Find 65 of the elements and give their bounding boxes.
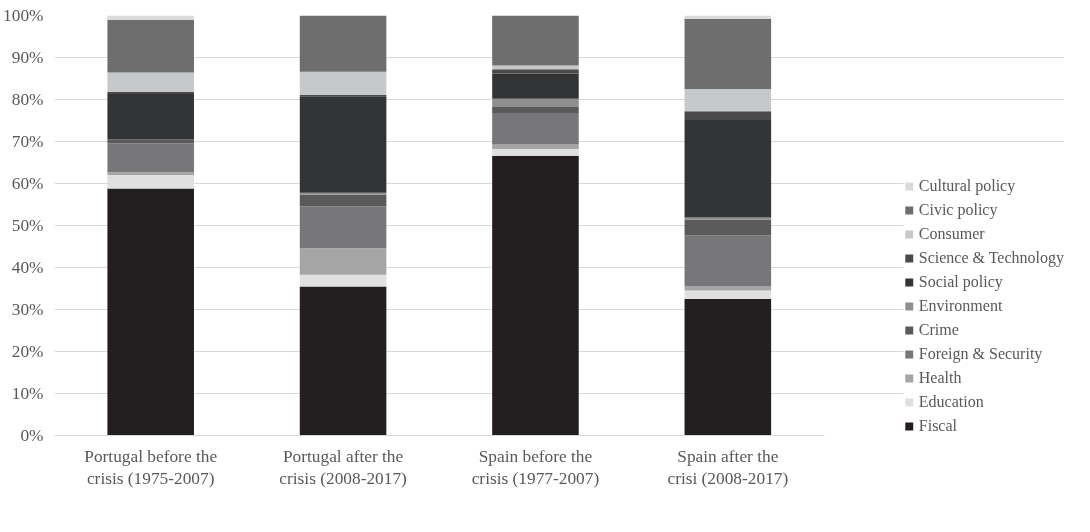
bar xyxy=(299,15,387,72)
y-tick-label: 10% xyxy=(11,384,44,403)
bar xyxy=(107,19,194,73)
y-tick-label: 40% xyxy=(11,258,44,277)
legend-label: Crime xyxy=(918,321,959,339)
y-tick-label: 20% xyxy=(11,342,44,361)
y-tick-label: 50% xyxy=(11,216,44,235)
legend-label: Science & Technology xyxy=(918,249,1064,267)
bar xyxy=(299,194,387,207)
legend-label: Social policy xyxy=(918,273,1003,291)
y-tick-label: 70% xyxy=(11,132,44,151)
legend-label: Health xyxy=(918,369,962,387)
bar xyxy=(299,206,387,249)
bar xyxy=(684,219,772,236)
bar xyxy=(107,175,194,189)
bar xyxy=(492,73,579,99)
bar xyxy=(492,144,579,150)
y-tick-label: 90% xyxy=(11,48,44,67)
legend-label: Fiscal xyxy=(918,417,957,435)
bar xyxy=(492,69,579,74)
bar xyxy=(684,217,772,220)
bar xyxy=(492,15,579,66)
bar xyxy=(107,143,194,173)
legend-label: Consumer xyxy=(918,225,985,243)
bar xyxy=(299,192,387,195)
bar xyxy=(492,107,579,113)
bar xyxy=(684,111,772,121)
bar xyxy=(107,94,194,140)
y-tick-label: 80% xyxy=(11,90,44,109)
bar xyxy=(684,18,772,89)
bar xyxy=(684,89,772,112)
bar xyxy=(684,120,772,218)
bar xyxy=(107,72,194,92)
x-tick-label: Portugal before the crisis (1975-2007) xyxy=(84,446,218,489)
x-tick-label: Spain after the crisi (2008-2017) xyxy=(667,446,789,489)
bar xyxy=(107,15,194,20)
bar xyxy=(684,286,772,291)
bar xyxy=(684,235,772,287)
bar xyxy=(107,139,194,144)
bar xyxy=(299,248,387,275)
y-tick-label: 100% xyxy=(3,6,44,25)
legend-label: Civic policy xyxy=(918,201,998,219)
x-tick-label: Portugal after the crisis (2008-2017) xyxy=(279,446,408,489)
bar xyxy=(299,71,387,95)
legend-label: Education xyxy=(918,393,984,411)
y-tick-label: 60% xyxy=(11,174,44,193)
legend-label: Cultural policy xyxy=(918,177,1016,195)
bar xyxy=(299,274,387,287)
x-tick-label: Spain before the crisis (1977-2007) xyxy=(471,446,600,489)
bar xyxy=(684,299,772,436)
bar xyxy=(492,112,579,145)
bar xyxy=(492,65,579,70)
legend-label: Foreign & Security xyxy=(918,345,1043,363)
bar xyxy=(299,286,387,436)
bar xyxy=(299,96,387,193)
legend-label: Environment xyxy=(918,297,1003,315)
bar xyxy=(492,155,579,436)
bar xyxy=(107,91,194,95)
bar xyxy=(492,149,579,156)
y-tick-label: 30% xyxy=(11,300,44,319)
y-tick-label: 0% xyxy=(20,426,44,445)
bar xyxy=(107,172,194,176)
bar xyxy=(492,98,579,108)
bar xyxy=(684,290,772,299)
bar xyxy=(107,188,194,436)
